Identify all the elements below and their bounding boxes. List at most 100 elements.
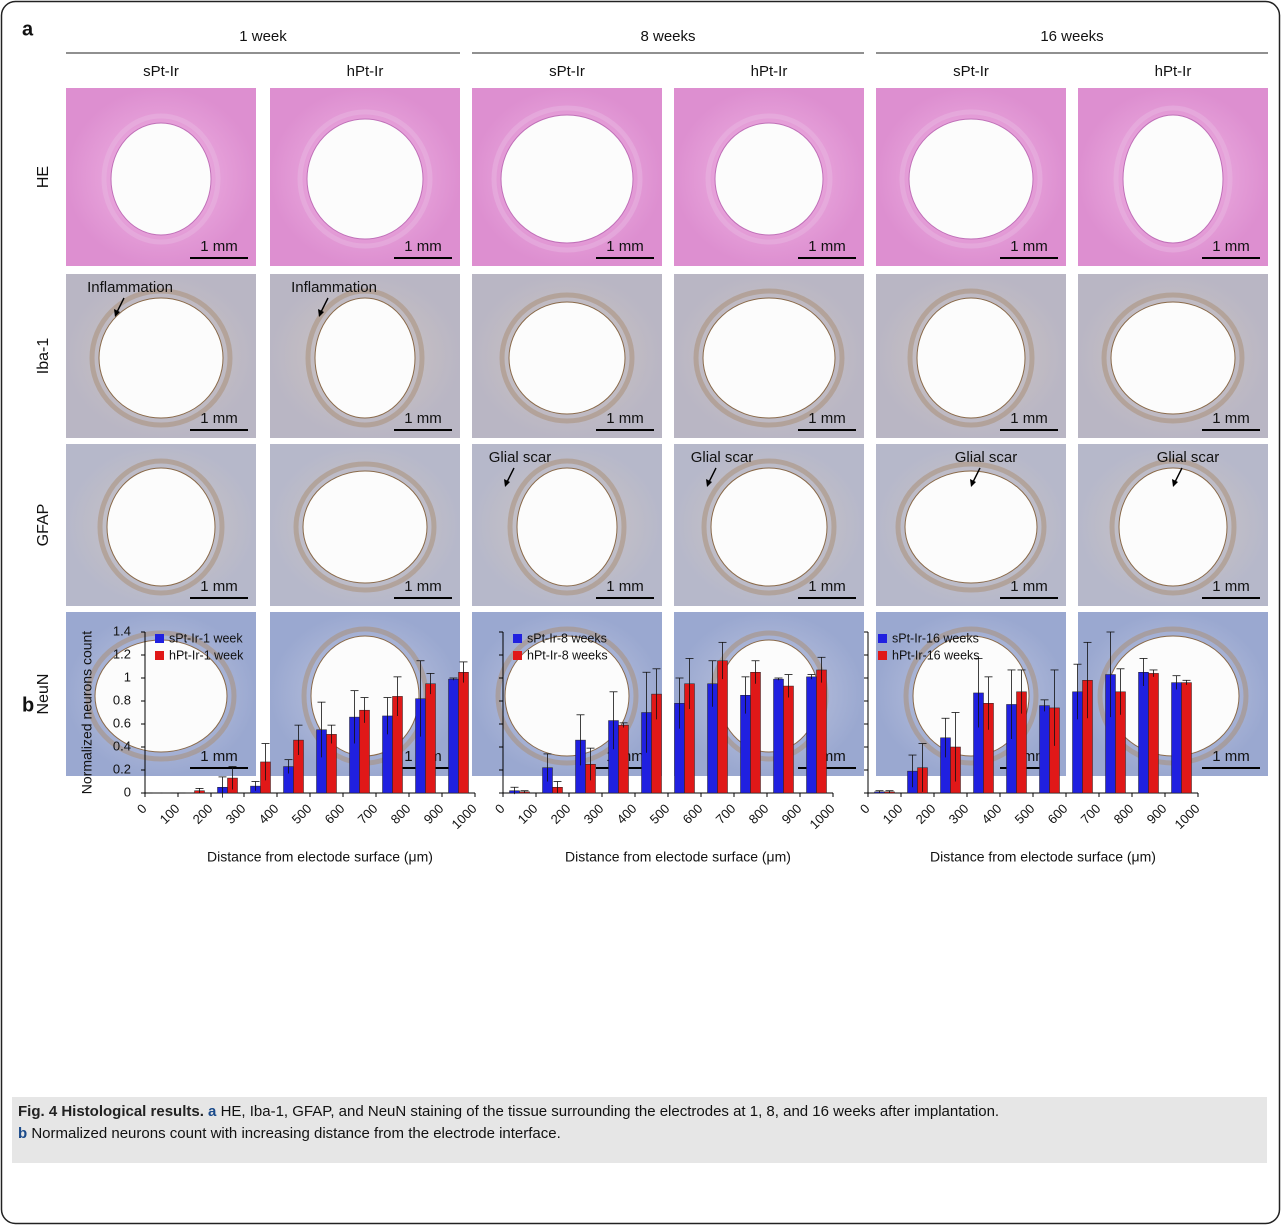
- legend-swatch: [513, 634, 522, 643]
- legend-label: hPt-Ir-1 week: [169, 648, 244, 662]
- x-tick-label: 800: [1111, 801, 1137, 827]
- scale-bar-label: 1 mm: [200, 578, 238, 595]
- electrode-track: [909, 119, 1033, 239]
- legend-swatch: [513, 651, 522, 660]
- x-tick-label: 300: [946, 801, 972, 827]
- group-title: 1 week: [239, 28, 287, 45]
- legend-label: hPt-Ir-16 weeks: [892, 648, 980, 662]
- scale-bar-label: 1 mm: [1010, 410, 1048, 427]
- x-tick-label: 500: [289, 801, 315, 827]
- x-tick-label: 900: [1144, 801, 1170, 827]
- y-tick-label: 0.8: [113, 692, 131, 707]
- scale-bar-label: 1 mm: [1010, 578, 1048, 595]
- x-tick-label: 300: [581, 801, 607, 827]
- bar: [807, 677, 817, 793]
- x-tick-label: 200: [913, 801, 939, 827]
- x-tick-label: 1000: [448, 801, 479, 832]
- page: { "panel_a": { "label": "a", "groups": […: [0, 0, 1281, 1225]
- bar: [619, 725, 629, 793]
- x-tick-label: 0: [134, 801, 150, 817]
- column-title: sPt-Ir: [549, 63, 585, 80]
- x-tick-label: 900: [421, 801, 447, 827]
- row-label: Iba-1: [35, 338, 52, 375]
- x-tick-label: 1000: [1171, 801, 1202, 832]
- annotation: Glial scar: [489, 449, 552, 466]
- bar: [774, 679, 784, 793]
- legend-label: hPt-Ir-8 weeks: [527, 648, 608, 662]
- x-tick-label: 900: [779, 801, 805, 827]
- column-title: hPt-Ir: [751, 63, 788, 80]
- column-title: sPt-Ir: [143, 63, 179, 80]
- figure: a b 1 week sPt-Ir hPt-Ir 8 weeks sPt-Ir hPt-I…: [0, 0, 1281, 1225]
- x-axis-title: Distance from electode surface (μm): [565, 849, 791, 865]
- legend-label: sPt-Ir-1 week: [169, 631, 243, 645]
- row-label: GFAP: [35, 504, 52, 547]
- column-title: sPt-Ir: [953, 63, 989, 80]
- caption-label: b: [18, 1125, 27, 1142]
- scale-bar-label: 1 mm: [404, 578, 442, 595]
- x-tick-label: 600: [322, 801, 348, 827]
- x-tick-label: 800: [388, 801, 414, 827]
- scale-bar-label: 1 mm: [1212, 748, 1250, 765]
- legend-label: sPt-Ir-16 weeks: [892, 631, 979, 645]
- scale-bar-label: 1 mm: [200, 238, 238, 255]
- caption-title: Fig. 4 Histological results.: [18, 1103, 204, 1120]
- x-tick-label: 1000: [806, 801, 837, 832]
- electrode-track: [1123, 115, 1223, 243]
- bar: [459, 672, 469, 793]
- x-tick-label: 600: [1045, 801, 1071, 827]
- x-tick-label: 600: [680, 801, 706, 827]
- electrode-track: [315, 298, 415, 418]
- bar: [426, 684, 436, 793]
- scale-bar-label: 1 mm: [808, 578, 846, 595]
- x-axis-title: Distance from electode surface (μm): [930, 849, 1156, 865]
- annotation: Glial scar: [691, 449, 754, 466]
- bar: [751, 672, 761, 793]
- electrode-track: [111, 123, 211, 235]
- caption-text: Normalized neurons count with increasing…: [31, 1125, 560, 1142]
- x-tick-label: 400: [614, 801, 640, 827]
- scale-bar-label: 1 mm: [200, 748, 238, 765]
- legend-swatch: [155, 651, 164, 660]
- annotation: Inflammation: [291, 279, 377, 296]
- x-tick-label: 200: [548, 801, 574, 827]
- electrode-track: [715, 123, 823, 235]
- x-tick-label: 400: [256, 801, 282, 827]
- column-title: hPt-Ir: [1155, 63, 1192, 80]
- x-tick-label: 700: [1078, 801, 1104, 827]
- scale-bar-label: 1 mm: [606, 410, 644, 427]
- electrode-track: [99, 298, 223, 418]
- x-tick-label: 700: [713, 801, 739, 827]
- electrode-track: [517, 468, 617, 586]
- x-tick-label: 300: [223, 801, 249, 827]
- y-tick-label: 1.4: [113, 623, 131, 638]
- bar: [1139, 672, 1149, 793]
- bar: [718, 661, 728, 793]
- bar: [784, 686, 794, 793]
- y-tick-label: 1: [124, 669, 131, 684]
- scale-bar-label: 1 mm: [606, 578, 644, 595]
- scale-bar-label: 1 mm: [1212, 238, 1250, 255]
- caption: Fig. 4 Histological results. a HE, Iba-1…: [12, 1097, 1267, 1163]
- annotation: Glial scar: [955, 449, 1018, 466]
- y-axis-title: Normalized neurons count: [79, 631, 95, 795]
- x-tick-label: 0: [857, 801, 873, 817]
- electrode-track: [501, 115, 633, 243]
- x-axis-title: Distance from electode surface (μm): [207, 849, 433, 865]
- legend-swatch: [878, 634, 887, 643]
- caption-label: a: [208, 1103, 216, 1120]
- electrode-track: [711, 468, 827, 586]
- legend-swatch: [155, 634, 164, 643]
- electrode-track: [917, 298, 1025, 418]
- x-tick-label: 100: [880, 801, 906, 827]
- bar: [1172, 683, 1182, 793]
- x-tick-label: 700: [355, 801, 381, 827]
- scale-bar-label: 1 mm: [1010, 238, 1048, 255]
- figure-canvas: a b 1 week sPt-Ir hPt-Ir 8 weeks sPt-Ir hPt-I…: [0, 0, 1281, 1225]
- column-title: hPt-Ir: [347, 63, 384, 80]
- x-tick-label: 800: [746, 801, 772, 827]
- scale-bar-label: 1 mm: [808, 238, 846, 255]
- group-title: 8 weeks: [640, 28, 695, 45]
- annotation: Inflammation: [87, 279, 173, 296]
- bar: [817, 670, 827, 793]
